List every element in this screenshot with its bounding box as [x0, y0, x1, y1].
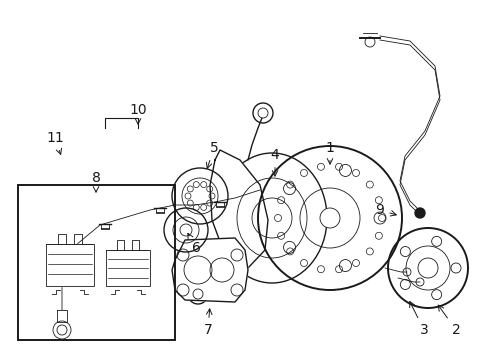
- Text: 8: 8: [91, 171, 100, 192]
- Text: 7: 7: [203, 309, 212, 337]
- Polygon shape: [106, 250, 150, 286]
- Circle shape: [417, 258, 437, 278]
- Circle shape: [319, 208, 339, 228]
- Text: 6: 6: [187, 233, 200, 255]
- Text: 11: 11: [46, 131, 64, 154]
- Text: 9: 9: [375, 203, 395, 217]
- Text: 5: 5: [206, 141, 218, 168]
- Bar: [18, 185, 175, 340]
- Text: 1: 1: [325, 141, 334, 164]
- Text: 10: 10: [129, 103, 146, 124]
- Text: 2: 2: [437, 305, 459, 337]
- Text: 4: 4: [270, 148, 279, 176]
- Circle shape: [258, 108, 267, 118]
- Circle shape: [57, 325, 67, 335]
- Circle shape: [414, 208, 424, 218]
- Polygon shape: [172, 238, 247, 302]
- Text: 3: 3: [409, 301, 427, 337]
- Circle shape: [193, 289, 203, 299]
- Polygon shape: [46, 244, 94, 286]
- Ellipse shape: [217, 153, 326, 283]
- Polygon shape: [209, 150, 267, 268]
